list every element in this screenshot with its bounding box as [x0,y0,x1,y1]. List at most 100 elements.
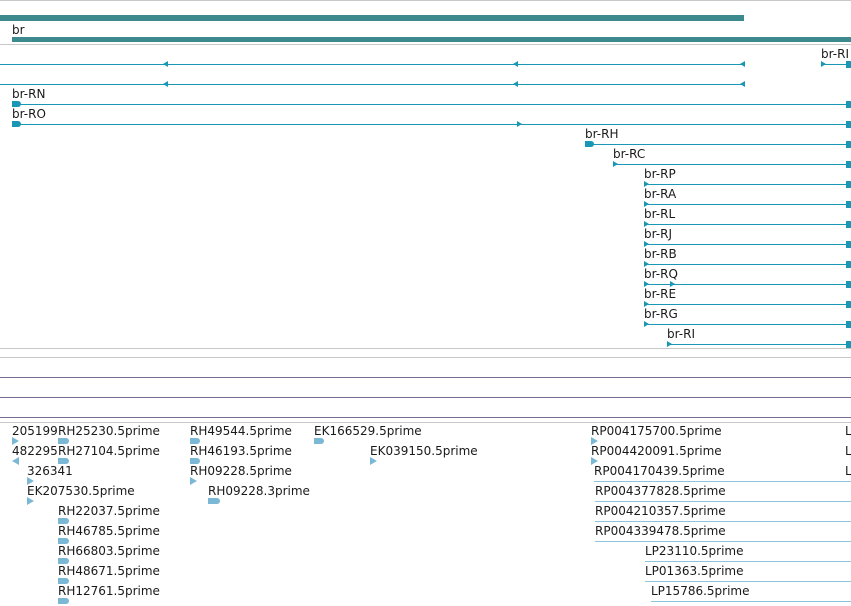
exon-end [846,281,851,288]
est-label: EK039150.5prime [370,444,478,458]
exon-end [846,241,851,248]
est-label: RH12761.5prime [58,584,160,598]
transcript-line[interactable] [644,224,851,225]
transcript-line[interactable] [644,244,851,245]
est-label: RH27104.5prime [58,444,160,458]
track-separator [0,348,851,349]
est-feature[interactable] [591,457,598,465]
strand-arrow-icon [644,201,649,207]
exon-start [585,141,594,147]
est-label: L [845,464,851,478]
empty-track-line [0,397,851,398]
strand-arrow-icon [644,261,649,267]
transcript-line[interactable] [644,324,851,325]
strand-arrow-icon [821,61,826,67]
transcript-line[interactable] [821,64,851,65]
est-label: L [845,424,851,438]
exon-end [846,121,851,128]
exon-end [846,181,851,188]
exon-end [846,321,851,328]
est-feature[interactable] [595,521,851,522]
est-feature[interactable] [208,498,220,504]
transcript-label: br-RI [667,327,695,341]
transcript-label: br-RH [585,127,619,141]
exon-end [846,261,851,268]
exon-end [846,341,851,348]
transcript-label: br-RJ [644,227,672,241]
strand-arrow-icon [740,61,745,67]
transcript-label: br-RE [644,287,677,301]
transcript-line[interactable] [667,344,851,345]
est-feature[interactable] [58,518,69,524]
est-feature[interactable] [27,497,34,505]
transcript-line[interactable] [644,184,851,185]
est-feature[interactable] [591,437,598,445]
est-label: 326341 [27,464,73,478]
est-feature[interactable] [12,437,19,445]
strand-arrow-icon [667,341,672,347]
est-feature[interactable] [370,457,377,465]
gene-bar[interactable] [12,37,851,42]
exon-end [846,141,851,148]
est-feature[interactable] [58,538,69,544]
est-feature[interactable] [58,598,69,604]
est-feature[interactable] [314,438,324,444]
empty-track-line [0,377,851,378]
transcript-label: br-RO [12,107,46,121]
strand-arrow-icon [513,81,518,87]
gene-label: br [12,23,25,37]
est-feature[interactable] [58,578,69,584]
est-label: RH49544.5prime [190,424,292,438]
est-feature[interactable] [190,477,197,485]
est-feature[interactable] [594,481,851,482]
est-feature[interactable] [58,438,69,444]
transcript-label: br-RI [821,47,849,61]
est-label: RH09228.3prime [208,484,310,498]
est-label: LP23110.5prime [645,544,744,558]
est-label: RH09228.5prime [190,464,292,478]
exon-end [846,101,851,108]
transcript-line[interactable] [12,124,851,125]
est-label: RH46193.5prime [190,444,292,458]
transcript-line[interactable] [12,104,851,105]
transcript-label: br-RB [644,247,677,261]
transcript-line[interactable] [644,264,851,265]
transcript-label: br-RG [644,307,678,321]
strand-arrow-icon [670,281,675,287]
exon-end [846,61,851,68]
strand-arrow-icon [163,81,168,87]
est-feature[interactable] [58,558,69,564]
transcript-line[interactable] [644,304,851,305]
transcript-label: br-RQ [644,267,678,281]
transcript-label: br-RN [12,87,46,101]
est-feature[interactable] [645,561,851,562]
transcript-line[interactable] [613,164,851,165]
est-feature[interactable] [190,438,200,444]
transcript-line[interactable] [585,144,851,145]
est-feature[interactable] [27,477,34,485]
est-feature[interactable] [190,458,200,464]
est-label: 482295 [12,444,58,458]
exon-end [846,301,851,308]
transcript-label: br-RL [644,207,676,221]
est-feature[interactable] [58,458,69,464]
est-label: RP004210357.5prime [595,504,726,518]
est-feature[interactable] [595,541,851,542]
est-label: RP004175700.5prime [591,424,722,438]
transcript-line[interactable] [0,64,744,65]
transcript-line[interactable] [644,204,851,205]
est-feature[interactable] [12,457,19,465]
track-separator [0,357,851,358]
transcript-line[interactable] [644,284,851,285]
est-feature[interactable] [645,581,851,582]
est-label: LP01363.5prime [645,564,744,578]
est-label: RP004339478.5prime [595,524,726,538]
strand-arrow-icon [644,321,649,327]
est-feature[interactable] [595,501,851,502]
transcript-label: br-RC [613,147,646,161]
gene-bar[interactable] [0,15,744,21]
transcript-line[interactable] [0,84,744,85]
strand-arrow-icon [644,181,649,187]
est-feature[interactable] [651,601,851,602]
est-label: RH48671.5prime [58,564,160,578]
